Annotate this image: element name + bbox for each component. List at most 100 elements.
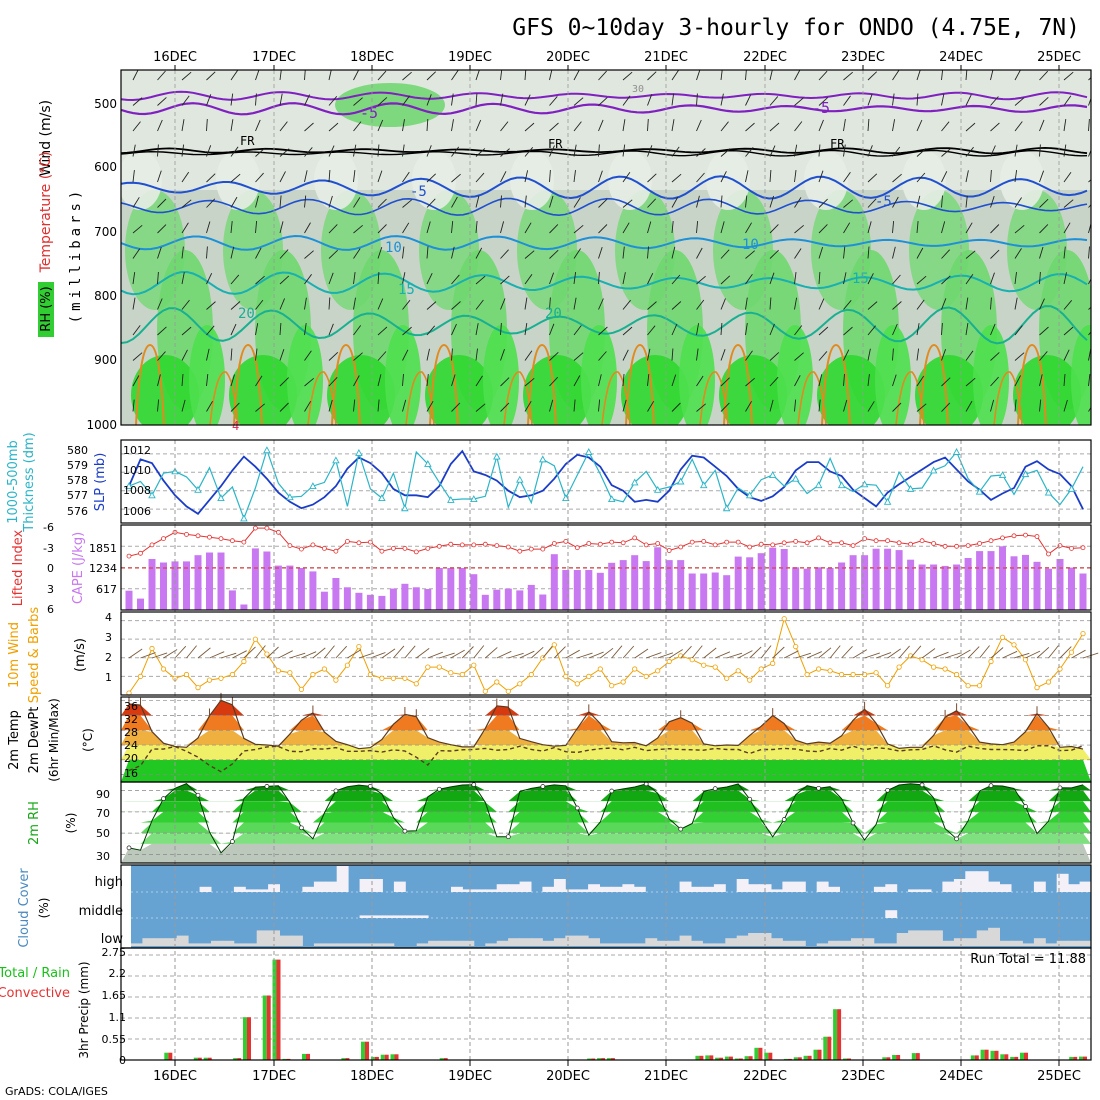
wind-barb [573,144,577,157]
cloud-level-middle: middle [79,904,123,919]
wind-barb [671,196,679,208]
li-point [264,525,270,531]
cloud-high-bar [496,884,509,892]
precip-convective-bar [896,1055,901,1060]
wind-barb [916,299,925,310]
li-point [298,546,304,552]
wind10m-barb [381,648,396,659]
wind-barb [500,377,510,387]
precip-convective-bar [247,1017,251,1060]
cloud-low-bar [519,938,532,946]
cloud-low-bar [839,940,852,946]
precip-convective-bar [807,1055,812,1060]
cape-bar [389,588,397,610]
cloud-low-bar [325,943,338,946]
wind-barb [451,323,457,336]
wind10m-barb [266,646,279,659]
cloud-high-bar [919,889,932,892]
cloud-high-bar [576,889,589,892]
wind-barb [843,373,845,387]
wind-point [459,671,465,678]
wind-barb [377,246,383,259]
precip-total-bar [734,1058,739,1060]
precip-convective-bar [168,1052,173,1060]
bottom-tick-17dec: 17DEC [252,1069,296,1084]
li-point [218,536,224,541]
rh-point [195,792,201,798]
li-point [1023,532,1028,538]
thickness-point [263,446,271,454]
wind-barb [475,403,486,412]
wind10m-barb [232,650,247,659]
temp-label-dewpt: 2m DewPt [27,707,42,774]
cape-bar [447,568,455,610]
li-point [241,539,247,545]
top-tick-19dec: 19DEC [448,50,492,65]
wind-barb [304,122,314,132]
wind-barb [353,197,361,208]
cloud-low-bar [531,938,543,946]
wind-barb [549,351,559,361]
precip-convective-bar [709,1055,714,1060]
wind-barb [500,148,510,157]
wind-barb [1014,297,1018,310]
wind-barb [990,272,995,285]
wind-barb [304,323,307,336]
thickness-point [676,477,685,485]
cape-bar [286,565,294,610]
wind-barb [426,145,432,157]
rh-ytick-30: 30 [96,850,110,863]
dewpoint-line [128,745,1084,773]
precip-convective-bar [915,1053,920,1060]
cloud-low-bar [176,935,189,946]
wind-barb [671,301,682,310]
cloud-low-bar [908,930,920,946]
precip-convective-bar [197,1057,202,1060]
cape-bar [378,595,386,610]
wind-barb [598,198,608,208]
wind-point [632,666,638,672]
wind-barb [1063,71,1074,81]
wind-barb [255,403,265,412]
wind-barb [916,247,924,259]
wind-barb [426,246,429,259]
panel-frames [120,69,1092,1061]
precip-total-bar [243,1017,247,1060]
wind-barb [647,325,656,336]
wind-barb [157,119,163,132]
wind-barb [818,326,829,336]
cloud-high-bar [371,879,383,892]
precip-total-bar [1000,1054,1005,1060]
wind10m-barb [818,647,832,659]
precip-total-bar [606,1058,611,1060]
top-tick-25dec: 25DEC [1037,50,1081,65]
rh-point [988,783,994,788]
temp-label-minmax: (6hr Min/Max) [47,698,61,782]
cloud-high-bar [485,889,498,892]
wind10m-barb [508,652,524,659]
rh-point [402,828,408,834]
precip-convective-bar [601,1058,606,1060]
wind10m-barb [1036,646,1050,659]
rh-blob [875,325,911,425]
wind-barb [206,273,213,285]
wind10m-barb [255,645,266,659]
contour-label-fr-1: FR [240,134,255,148]
wind-barb [622,299,631,310]
wind-barb [867,145,873,157]
wind-barb [475,93,478,106]
slp-ytick-1012: 1012 [123,444,151,457]
wind-barb [402,399,407,412]
panel-frame-rh [120,781,1092,864]
li-point [252,525,258,531]
wind10m-barb [450,649,465,659]
precip-total-bar [833,1009,838,1060]
wind-barb [867,273,874,285]
wind-point [884,683,891,689]
contour-label-10-1: 10 [385,240,402,256]
wind-point [666,658,672,665]
wind10m-barb [289,652,306,659]
cape-bar [1010,556,1018,610]
cape-bar [320,591,328,610]
cape-bar [481,594,489,610]
